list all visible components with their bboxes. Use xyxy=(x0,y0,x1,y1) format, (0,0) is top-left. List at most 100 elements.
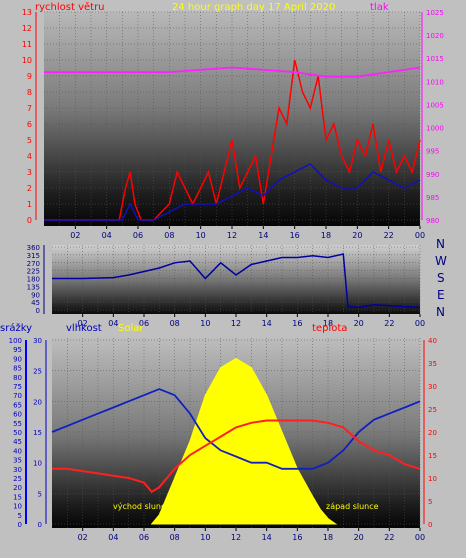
direction-y-tick-label: 45 xyxy=(31,299,40,307)
compass-label: W xyxy=(435,254,447,268)
temperature-y-tick-label: 40 xyxy=(428,337,437,345)
precip-y-tick-label: 70 xyxy=(13,392,22,400)
bottom-x-tick-label: 20 xyxy=(354,533,364,542)
precip-y-tick-label: 60 xyxy=(13,411,22,419)
pressure-y-tick-label: 995 xyxy=(426,148,439,156)
humidity-label: vlhkost xyxy=(66,323,102,334)
pressure-y-tick-label: 1010 xyxy=(426,78,444,86)
compass-label: S xyxy=(437,271,445,285)
precip-y-tick-label: 35 xyxy=(13,457,22,465)
wind-x-tick-label: 20 xyxy=(352,231,362,240)
precip-y-tick-label: 15 xyxy=(13,493,22,501)
precip-y-tick-label: 30 xyxy=(13,466,22,474)
sunset-label: západ slunce xyxy=(326,502,379,511)
direction-x-tick-label: 02 xyxy=(78,319,88,328)
wind-direction-line xyxy=(52,253,421,309)
humidity-y-tick-label: 25 xyxy=(33,368,42,376)
temperature-line xyxy=(52,419,421,494)
precip-y-tick-label: 20 xyxy=(13,484,22,492)
temperature-y-tick-label: 35 xyxy=(428,360,437,368)
wind-x-tick-label: 18 xyxy=(321,231,331,240)
wind-y-tick-label: 2 xyxy=(27,184,32,193)
direction-x-tick-label: 08 xyxy=(170,319,180,328)
direction-x-tick-label: 04 xyxy=(108,319,118,328)
direction-x-tick-label: 10 xyxy=(200,319,210,328)
bottom-x-tick-label: 16 xyxy=(292,533,302,542)
bottom-x-tick-label: 08 xyxy=(170,533,180,542)
bottom-x-tick-label: 04 xyxy=(108,533,118,542)
direction-x-tick-label: 14 xyxy=(262,319,272,328)
wind-gust-line xyxy=(44,59,421,221)
precip-y-tick-label: 5 xyxy=(18,512,22,520)
bottom-x-tick-label: 06 xyxy=(139,533,149,542)
wind-y-tick-label: 5 xyxy=(27,136,32,145)
precip-y-tick-label: 10 xyxy=(13,503,22,511)
temperature-y-tick-label: 0 xyxy=(428,521,432,529)
pressure-y-tick-label: 990 xyxy=(426,171,439,179)
precip-y-tick-label: 55 xyxy=(13,420,22,428)
bottom-x-tick-label: 00 xyxy=(415,533,425,542)
direction-y-tick-label: 180 xyxy=(27,276,40,284)
direction-y-tick-label: 90 xyxy=(31,291,40,299)
wind-y-tick-label: 7 xyxy=(27,104,32,113)
bottom-x-tick-label: 02 xyxy=(78,533,88,542)
humidity-y-tick-label: 15 xyxy=(33,429,42,437)
pressure-y-tick-label: 985 xyxy=(426,194,439,202)
precip-y-tick-label: 0 xyxy=(18,521,22,529)
wind-speed-label: rychlost větru xyxy=(35,1,105,13)
direction-plot-area xyxy=(52,245,420,314)
precip-y-tick-label: 40 xyxy=(13,447,22,455)
wind-x-tick-label: 02 xyxy=(70,231,80,240)
wind-x-tick-label: 04 xyxy=(102,231,112,240)
wind-x-tick-label: 16 xyxy=(290,231,300,240)
bottom-x-tick-label: 10 xyxy=(200,533,210,542)
pressure-y-tick-label: 1025 xyxy=(426,9,444,17)
wind-y-tick-label: 10 xyxy=(22,56,32,65)
pressure-y-tick-label: 1005 xyxy=(426,101,444,109)
humidity-y-tick-label: 0 xyxy=(38,521,42,529)
wind-x-tick-label: 12 xyxy=(227,231,237,240)
pressure-y-tick-label: 980 xyxy=(426,217,439,225)
wind-average-line xyxy=(44,163,421,221)
bottom-x-tick-label: 14 xyxy=(262,533,272,542)
wind-x-tick-label: 08 xyxy=(164,231,174,240)
bottom-x-tick-label: 22 xyxy=(384,533,394,542)
humidity-y-tick-label: 20 xyxy=(33,398,42,406)
wind-y-tick-label: 12 xyxy=(22,24,32,33)
temperature-y-tick-label: 15 xyxy=(428,452,437,460)
wind-y-tick-label: 4 xyxy=(27,152,32,161)
wind-x-tick-label: 00 xyxy=(415,231,425,240)
wind-y-tick-label: 6 xyxy=(27,120,32,129)
direction-x-tick-label: 00 xyxy=(415,319,425,328)
precip-y-tick-label: 90 xyxy=(13,355,22,363)
chart-title: 24 hour graph day 17 April 2020 xyxy=(172,2,335,13)
pressure-y-tick-label: 1020 xyxy=(426,32,444,40)
direction-x-tick-label: 06 xyxy=(139,319,149,328)
precip-label: srážky xyxy=(0,322,32,334)
pressure-line xyxy=(44,66,421,78)
pressure-y-tick-label: 1000 xyxy=(426,125,444,133)
bottom-x-tick-label: 18 xyxy=(323,533,333,542)
wind-x-tick-label: 22 xyxy=(384,231,394,240)
precip-y-tick-label: 95 xyxy=(13,346,22,354)
direction-x-tick-label: 18 xyxy=(323,319,333,328)
precip-y-tick-label: 75 xyxy=(13,383,22,391)
precip-y-tick-label: 65 xyxy=(13,401,22,409)
compass-label: N xyxy=(436,305,445,319)
wind-y-tick-label: 11 xyxy=(22,40,32,49)
direction-x-tick-label: 22 xyxy=(384,319,394,328)
wind-x-tick-label: 14 xyxy=(258,231,268,240)
temperature-label: teplota xyxy=(312,323,347,334)
temperature-y-tick-label: 10 xyxy=(428,475,437,483)
direction-y-tick-label: 225 xyxy=(27,268,40,276)
compass-label: E xyxy=(437,288,445,302)
solar-label: Solar xyxy=(118,323,144,334)
wind-y-tick-label: 13 xyxy=(22,8,32,17)
precip-y-tick-label: 25 xyxy=(13,475,22,483)
humidity-y-tick-label: 10 xyxy=(33,460,42,468)
wind-y-tick-label: 3 xyxy=(27,168,32,177)
humidity-y-tick-label: 5 xyxy=(38,490,42,498)
wind-x-tick-label: 06 xyxy=(133,231,143,240)
